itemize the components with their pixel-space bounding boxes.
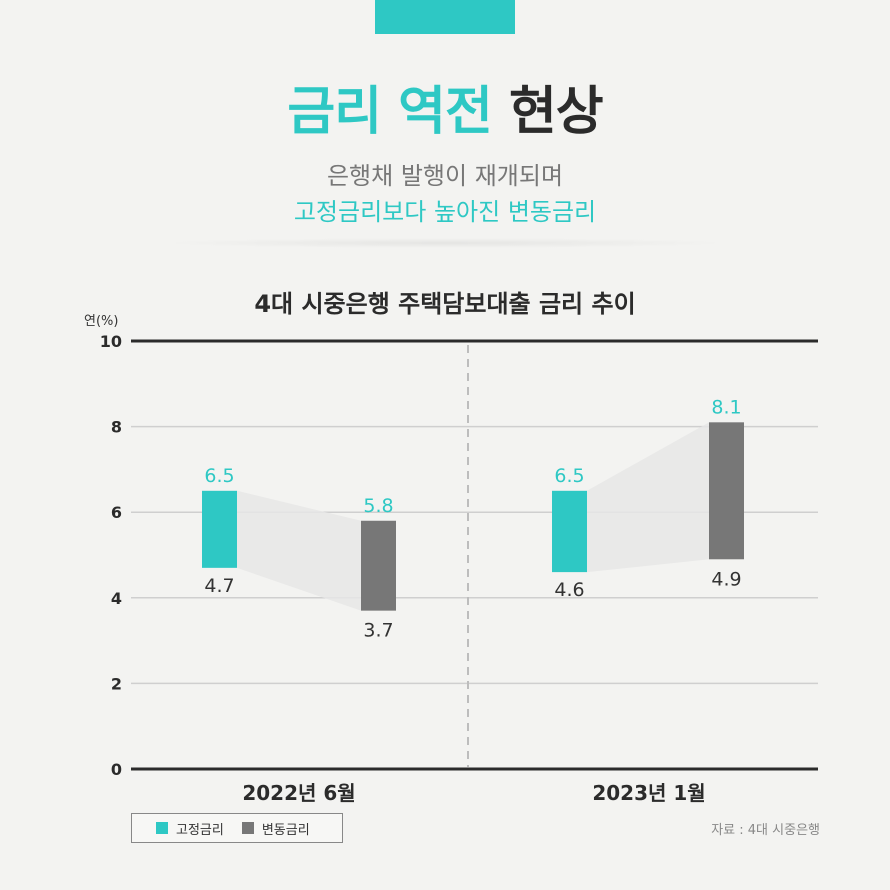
x-category-label: 2022년 6월 [242,781,355,805]
y-tick-label: 8 [111,418,122,437]
headline: 금리 역전 현상 [0,80,890,144]
data-label-fixed-low: 4.6 [554,579,584,601]
y-tick-label: 0 [111,760,122,779]
legend-item-variable: 변동금리 [241,819,310,838]
headline-dark: 현상 [508,82,604,142]
bar-fixed-rate [202,490,237,568]
chart-title: 4대 시중은행 주택담보대출 금리 추이 [254,290,636,318]
data-label-variable-high: 5.8 [363,495,393,517]
divider-shadow [160,238,730,248]
data-label-variable-high: 8.1 [711,396,741,418]
subtitle-line-1: 은행채 발행이 재개되며 [326,162,564,190]
y-tick-label: 4 [111,589,122,608]
top-tab-decoration [375,0,515,34]
bar-variable-rate [361,520,396,611]
subtitle-line-2: 고정금리보다 높아진 변동금리 [293,198,597,226]
y-tick-label: 10 [100,332,122,351]
legend-swatch-fixed [156,822,168,834]
data-label-fixed-low: 4.7 [204,575,234,597]
legend-item-fixed: 고정금리 [156,819,224,838]
data-label-variable-low: 4.9 [711,568,741,590]
y-axis-unit: 연(%) [84,314,119,329]
legend: 고정금리 변동금리 [131,813,343,843]
range-connector-band [237,490,361,611]
bar-fixed-rate [552,490,587,573]
legend-label-variable: 변동금리 [261,822,310,838]
data-label-fixed-high: 6.5 [204,465,234,487]
data-label-fixed-high: 6.5 [554,465,584,487]
source-note: 자료 : 4대 시중은행 [711,823,820,838]
data-label-variable-low: 3.7 [363,620,393,642]
legend-label-fixed: 고정금리 [176,822,224,838]
legend-swatch-variable [241,822,254,834]
bar-variable-rate [709,422,744,560]
headline-accent: 금리 역전 [287,82,492,142]
x-category-label: 2023년 1월 [592,781,705,805]
y-tick-label: 6 [111,503,122,522]
y-tick-label: 2 [111,674,122,693]
range-connector-band [587,422,709,573]
